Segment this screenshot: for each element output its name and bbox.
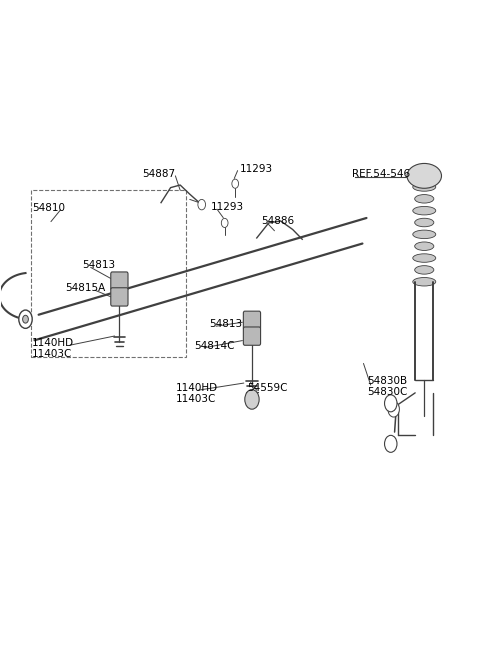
FancyBboxPatch shape xyxy=(111,272,128,290)
Ellipse shape xyxy=(415,218,434,227)
Circle shape xyxy=(221,218,228,227)
Text: 54830B: 54830B xyxy=(367,376,407,386)
Ellipse shape xyxy=(407,164,442,188)
Text: 54886: 54886 xyxy=(262,216,295,226)
FancyBboxPatch shape xyxy=(111,288,128,306)
Text: 54813: 54813 xyxy=(209,319,242,329)
Circle shape xyxy=(384,436,397,453)
Circle shape xyxy=(23,315,28,323)
Text: 54887: 54887 xyxy=(142,169,175,179)
Circle shape xyxy=(198,199,205,210)
Circle shape xyxy=(19,310,32,328)
Circle shape xyxy=(388,402,399,417)
Bar xyxy=(31,190,186,357)
Ellipse shape xyxy=(413,206,436,215)
Ellipse shape xyxy=(415,266,434,274)
Text: 11403C: 11403C xyxy=(32,348,72,359)
Text: 11403C: 11403C xyxy=(175,394,216,403)
Text: 1140HD: 1140HD xyxy=(32,337,74,348)
Text: 54810: 54810 xyxy=(32,203,65,213)
Text: 1140HD: 1140HD xyxy=(175,383,217,392)
Circle shape xyxy=(245,390,259,409)
Text: 54559C: 54559C xyxy=(247,383,288,392)
Ellipse shape xyxy=(413,183,436,191)
FancyBboxPatch shape xyxy=(243,327,261,345)
Text: 54830C: 54830C xyxy=(367,387,407,397)
Text: 54814C: 54814C xyxy=(194,341,235,351)
Text: REF.54-546: REF.54-546 xyxy=(352,169,410,179)
Ellipse shape xyxy=(413,230,436,238)
Ellipse shape xyxy=(415,195,434,203)
Circle shape xyxy=(384,395,397,412)
Circle shape xyxy=(232,179,239,188)
Ellipse shape xyxy=(413,278,436,286)
Text: 54813: 54813 xyxy=(82,261,115,271)
FancyBboxPatch shape xyxy=(243,311,261,329)
Text: 11293: 11293 xyxy=(240,164,273,174)
Ellipse shape xyxy=(413,253,436,262)
Text: 54815A: 54815A xyxy=(65,283,106,293)
Text: 11293: 11293 xyxy=(211,202,244,212)
Ellipse shape xyxy=(415,242,434,250)
